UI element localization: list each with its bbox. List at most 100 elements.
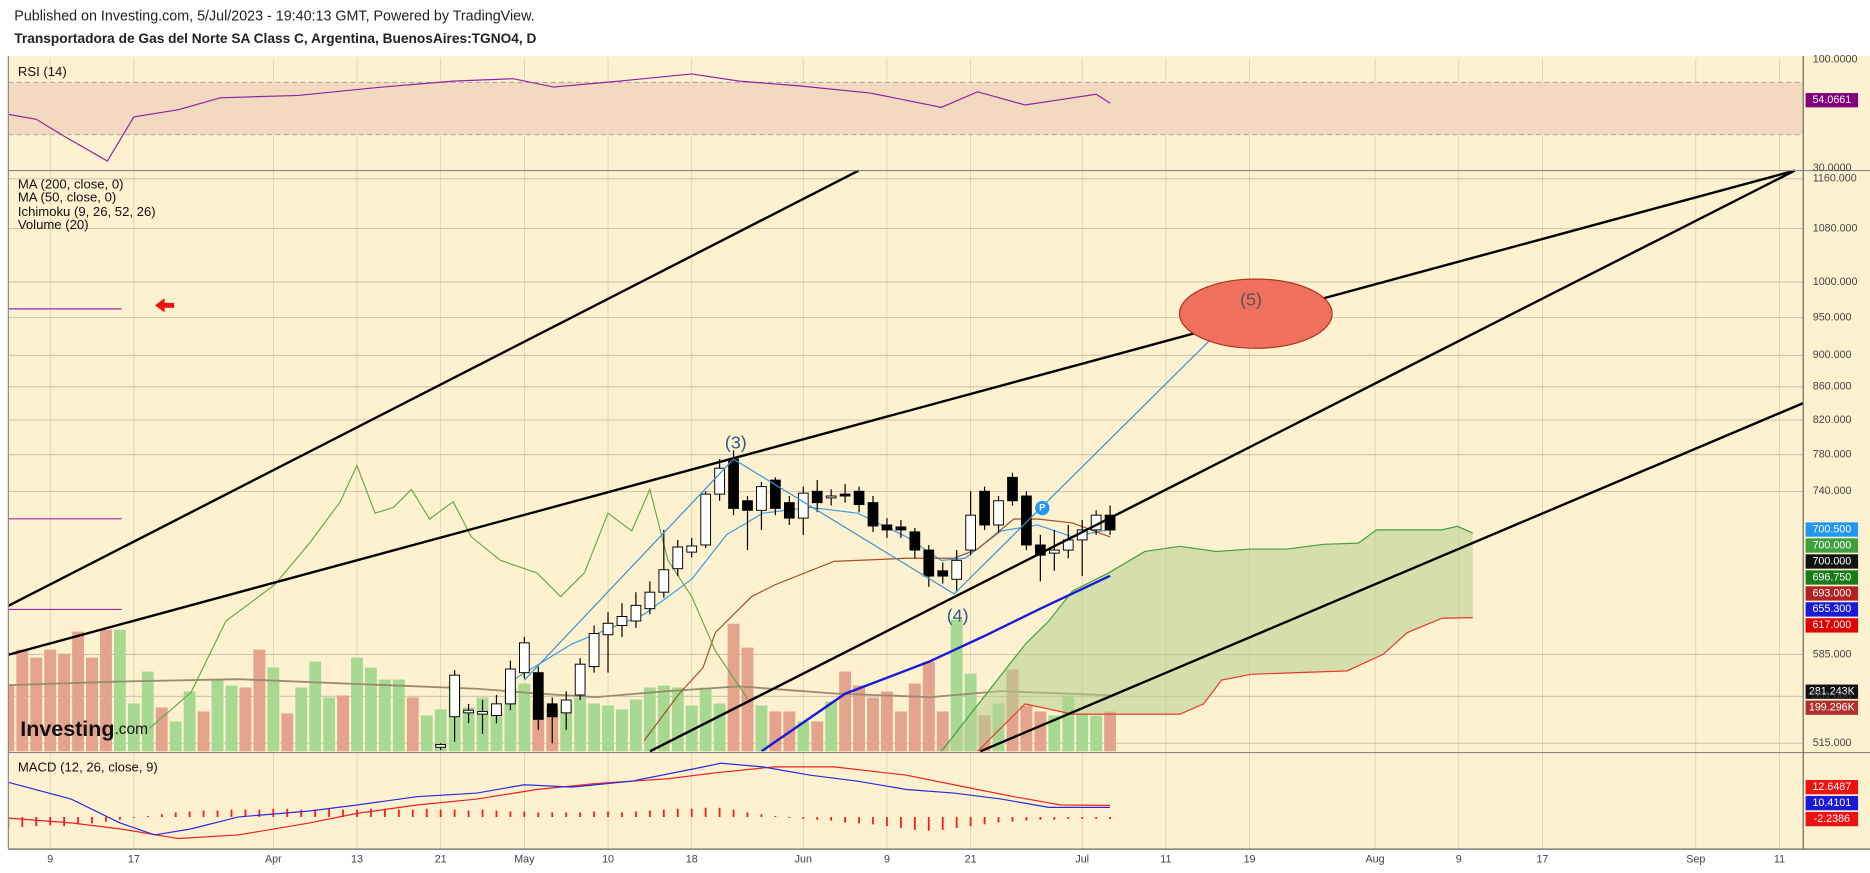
volume-bar: [839, 671, 852, 752]
candle-body: [630, 604, 642, 622]
candle-body: [839, 493, 851, 497]
x-tick-label: Apr: [265, 854, 282, 866]
x-tick-label: 18: [686, 854, 698, 866]
price-tag: [1805, 538, 1859, 553]
rsi-panel: [8, 73, 1804, 162]
price-tag: [1805, 811, 1859, 827]
price-tag-label: 617.000: [1812, 619, 1851, 631]
volume-bar: [72, 631, 85, 752]
scale-label: 100.0000: [1813, 53, 1858, 65]
candle-body: [546, 703, 558, 718]
x-tick-label: 17: [128, 854, 140, 866]
price-tag: [1805, 554, 1859, 569]
x-tick-label: 9: [1456, 854, 1462, 866]
volume-bar: [8, 685, 15, 752]
volume-bar: [127, 703, 140, 752]
x-tick-label: Aug: [1366, 854, 1385, 866]
candle-body: [853, 490, 865, 506]
volume-bar: [629, 699, 642, 752]
volume-bar: [392, 679, 405, 752]
candle-body: [965, 514, 976, 551]
legend-title: RSI (14): [18, 64, 67, 79]
volume-bar: [141, 671, 154, 752]
volume-bar: [1020, 705, 1033, 752]
x-tick-label: Sep: [1686, 854, 1705, 866]
series-line: [8, 762, 1111, 836]
x-tick-label: 19: [1244, 854, 1256, 866]
y-tick-label: 900.000: [1813, 349, 1852, 361]
volume-bar: [755, 705, 768, 752]
volume-bar: [197, 711, 210, 752]
volume-bar: [30, 657, 43, 752]
scale-label: 30.0000: [1813, 162, 1852, 174]
series-line: [8, 678, 1111, 698]
y-tick-label: 551.000: [1813, 690, 1852, 702]
series-line: [977, 617, 1473, 752]
x-tick-label: 21: [965, 854, 977, 866]
candle-body: [728, 458, 739, 509]
candle-body: [867, 502, 879, 527]
y-tick-label: 1000.000: [1813, 276, 1858, 288]
volume-bar: [113, 629, 126, 752]
y-tick-label: 1080.000: [1813, 222, 1858, 234]
price-tag-label: 281.243K: [1809, 686, 1856, 698]
candle-body: [700, 493, 712, 546]
published: Published on Investing.com, 5/Jul/2023 -…: [14, 8, 534, 24]
price-tag: [1805, 684, 1859, 699]
marker: [1035, 500, 1050, 516]
volume-bar: [406, 697, 419, 752]
candle-body: [1021, 495, 1032, 546]
candle-body: [616, 616, 628, 627]
x-tick-label: Jul: [1075, 854, 1089, 866]
volume-bar: [797, 721, 810, 752]
volume-bar: [671, 687, 684, 752]
volume-bar: [1062, 695, 1075, 752]
price-tag-label: 700.000: [1812, 539, 1851, 551]
candle-body: [588, 633, 600, 668]
y-tick-label: 740.000: [1813, 485, 1852, 497]
candle-body: [714, 467, 725, 495]
volume-bar: [867, 697, 879, 752]
candle-body: [477, 711, 488, 715]
volume-bar: [1090, 715, 1103, 752]
candle-body: [979, 490, 990, 526]
x-tick-label: 13: [351, 854, 363, 866]
candle-body: [518, 642, 530, 674]
volume-bar: [58, 653, 71, 752]
series-line: [8, 73, 1111, 162]
x-tick-label: Jun: [795, 854, 812, 866]
volume-bar: [183, 691, 196, 752]
x-tick-label: 9: [884, 854, 890, 866]
volume-bar: [1104, 711, 1117, 752]
volume-bar: [574, 697, 587, 752]
volume-bar: [211, 679, 224, 752]
volume-bar: [86, 657, 98, 752]
candle-body: [686, 545, 698, 553]
series-line: [940, 525, 1473, 752]
y-tick-label: 515.000: [1813, 737, 1852, 749]
candle-body: [993, 500, 1004, 526]
legend-entry: Volume (20): [18, 217, 89, 232]
volume-bar: [853, 685, 865, 752]
volume-bar: [490, 711, 503, 752]
price-panel: [148, 450, 1473, 752]
volume-bar: [657, 685, 670, 752]
candle-body: [797, 492, 809, 519]
volume-bar: [1034, 711, 1047, 752]
price-tag: [1805, 779, 1859, 795]
volume-bar: [100, 629, 112, 752]
volume-bar: [811, 721, 824, 752]
price-tag: [1805, 618, 1859, 633]
rsi-band: [8, 82, 1804, 135]
price-tag-label: 696.750: [1812, 571, 1851, 583]
candle-body: [435, 744, 447, 748]
candle-body: [1048, 549, 1060, 554]
volume-bar: [1076, 713, 1089, 752]
candle-body: [658, 569, 670, 593]
price-tag-label: 54.0661: [1812, 94, 1851, 106]
candle-body: [602, 622, 614, 636]
candle-body: [937, 570, 949, 577]
volume-bar: [908, 683, 921, 752]
